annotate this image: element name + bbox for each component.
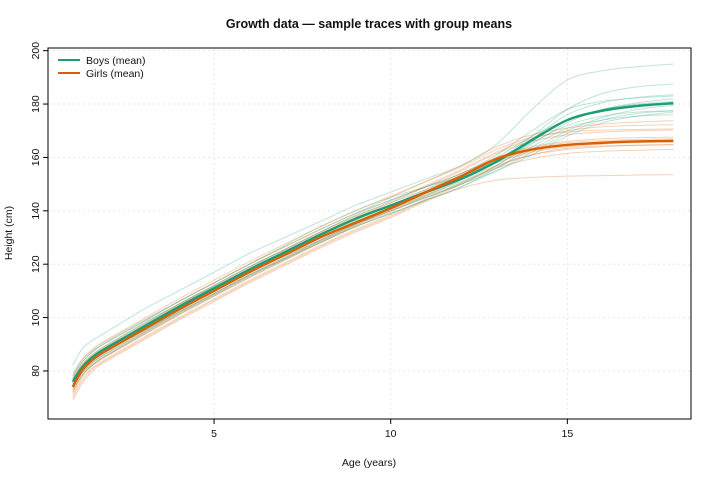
girls-trace-line: [72, 144, 674, 398]
boys-trace-line: [72, 110, 674, 390]
y-axis-ticks: 80 100 120 140 160 180 200: [30, 42, 48, 377]
y-tick-label: 180: [30, 95, 42, 113]
boys-trace-line: [72, 83, 674, 380]
y-tick-label: 100: [30, 309, 42, 327]
grid-lines: [48, 48, 691, 419]
girls-trace-line: [72, 141, 674, 393]
chart-title: Growth data — sample traces with group m…: [226, 17, 512, 31]
girls-trace-line: [72, 174, 674, 401]
x-axis-label: Age (years): [342, 457, 396, 469]
boys-mean-line: [71, 102, 674, 383]
boys-trace-line: [72, 63, 674, 366]
legend-label-boys: Boys (mean): [86, 55, 146, 67]
girls-trace-line: [72, 148, 674, 396]
y-tick-label: 120: [30, 255, 42, 273]
y-tick-label: 200: [30, 42, 42, 60]
x-tick-label: 10: [385, 428, 397, 440]
legend-label-girls: Girls (mean): [86, 68, 144, 80]
y-tick-label: 80: [30, 365, 42, 377]
girls-trace-line: [72, 120, 674, 380]
girls-trace-line: [72, 140, 674, 390]
girls-sample-traces: [72, 120, 674, 401]
boys-trace-line: [72, 111, 674, 385]
boys-trace-line: [72, 94, 674, 377]
boys-trace-line: [72, 110, 674, 382]
plot-frame: [47, 47, 692, 420]
x-axis-ticks: 5 10 15: [211, 419, 573, 440]
boys-trace-line: [72, 104, 674, 388]
girls-mean-line: [71, 139, 674, 388]
girls-trace-line: [72, 129, 674, 385]
girls-trace-line: [72, 144, 674, 393]
x-tick-label: 15: [562, 428, 574, 440]
boys-sample-traces: [72, 63, 674, 390]
girls-trace-line: [72, 124, 674, 382]
girls-trace-line: [72, 128, 674, 377]
mean-lines: [71, 102, 674, 388]
girls-trace-line: [72, 136, 674, 388]
y-tick-label: 140: [30, 202, 42, 220]
boys-trace-line: [72, 114, 674, 388]
boys-trace-line: [72, 100, 674, 374]
y-tick-label: 160: [30, 149, 42, 167]
x-tick-label: 5: [211, 428, 217, 440]
boys-trace-line: [72, 95, 674, 380]
y-axis-label: Height (cm): [3, 206, 15, 260]
legend: Boys (mean) Girls (mean): [58, 55, 146, 80]
